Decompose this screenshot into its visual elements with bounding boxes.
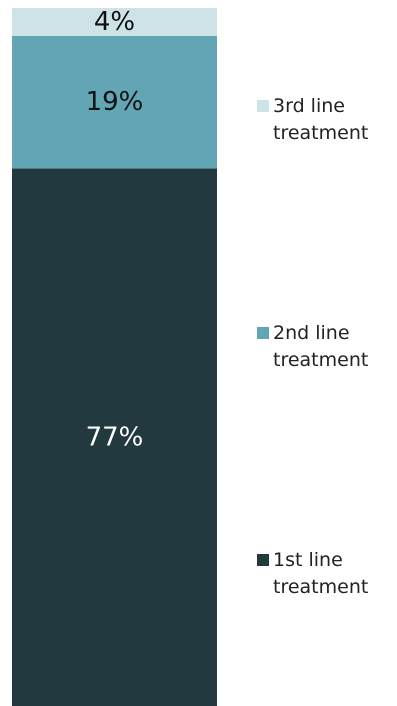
data-label-1: 77% bbox=[86, 422, 144, 452]
bar-segment-1 bbox=[12, 168, 217, 706]
legend-label-line2-2: treatment bbox=[273, 349, 368, 371]
legend: 3rd line treatment 2nd line treatment 1st li… bbox=[257, 95, 368, 598]
segment-labels: 77% 19% 4% bbox=[86, 7, 144, 452]
data-label-3: 4% bbox=[94, 7, 135, 37]
legend-label-line1-1: 3rd line bbox=[273, 95, 345, 117]
data-label-2: 19% bbox=[86, 87, 144, 117]
legend-swatch-3 bbox=[257, 554, 269, 566]
legend-label-line1-3: 1st line bbox=[273, 549, 343, 571]
legend-label-line2-3: treatment bbox=[273, 576, 368, 598]
bar-segment-3 bbox=[12, 8, 217, 36]
bar-stack bbox=[12, 8, 217, 706]
legend-swatch-2 bbox=[257, 327, 269, 339]
bar-segment-2 bbox=[12, 35, 217, 169]
legend-swatch-1 bbox=[257, 100, 269, 112]
legend-label-line1-2: 2nd line bbox=[273, 322, 350, 344]
legend-label-line2-1: treatment bbox=[273, 122, 368, 144]
